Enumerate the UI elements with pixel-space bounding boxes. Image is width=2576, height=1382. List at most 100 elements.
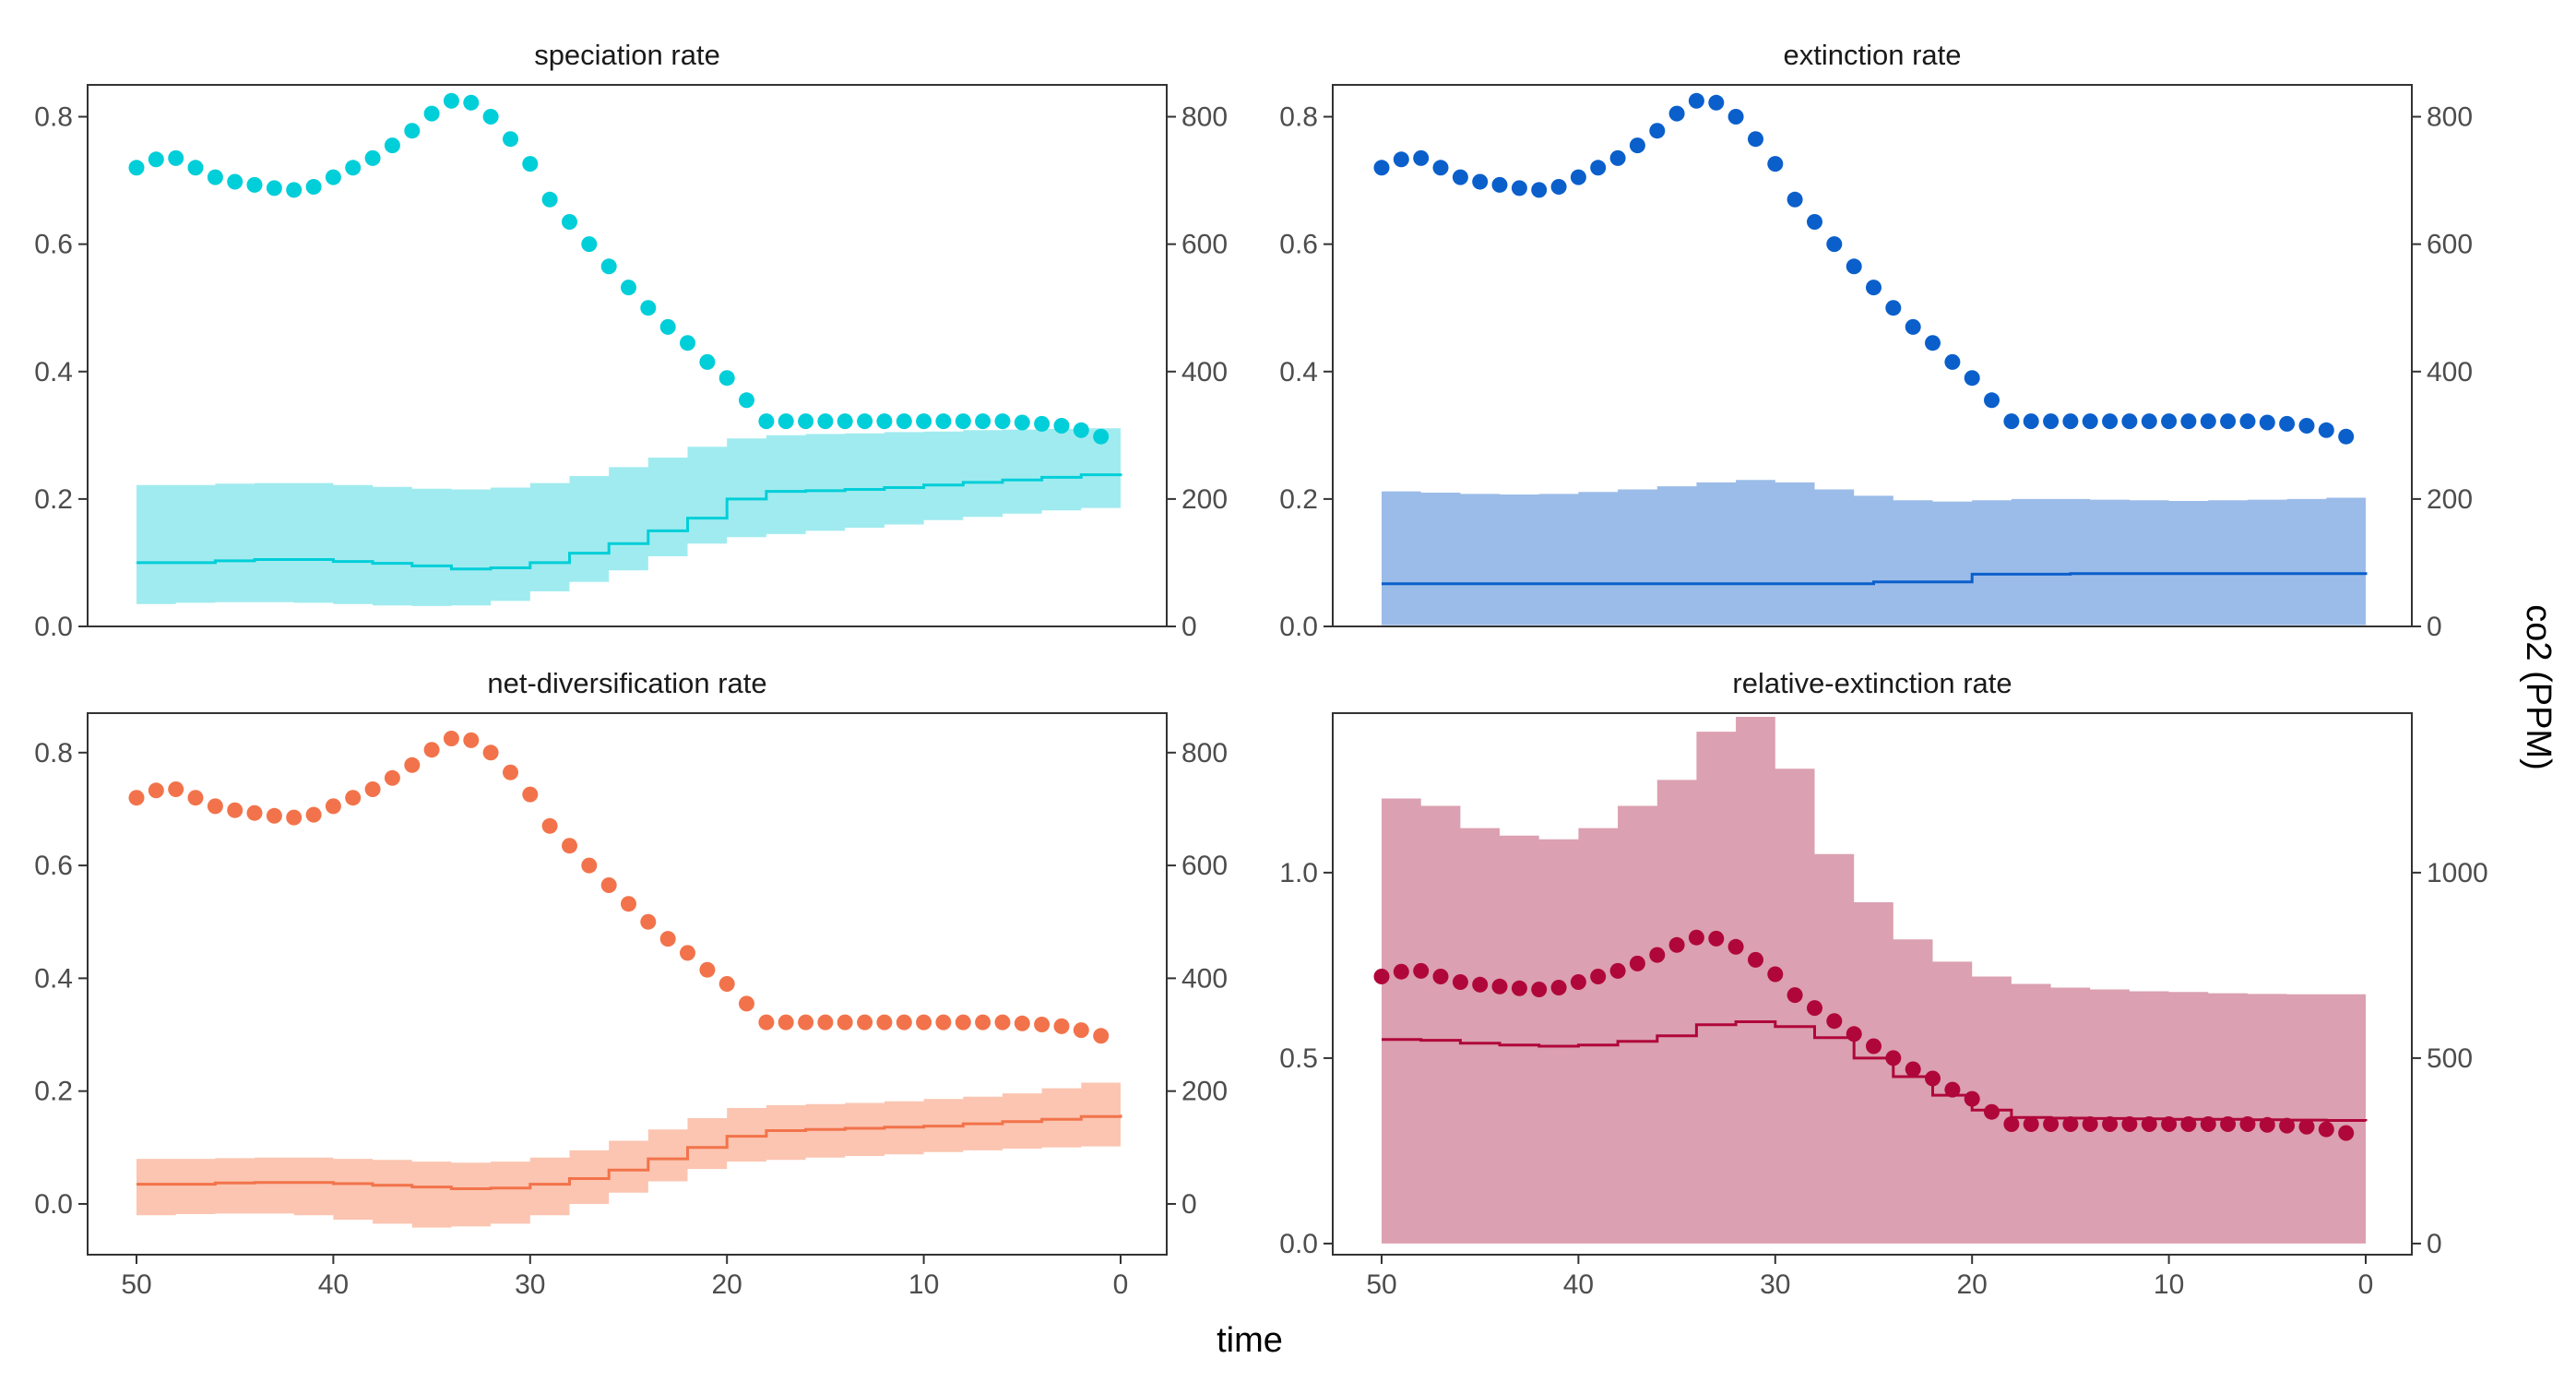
co2-point	[1807, 1000, 1822, 1017]
co2-point	[1472, 976, 1489, 993]
co2-point	[1609, 149, 1626, 166]
rate-median-line	[1382, 572, 2368, 586]
co2-point	[2062, 1116, 2079, 1132]
co2-point	[227, 173, 243, 190]
co2-point	[975, 413, 991, 430]
x-tick-label: 10	[908, 1269, 939, 1300]
y-tick-label: 0.8	[34, 102, 73, 133]
y-tick-label: 0.6	[34, 851, 73, 881]
co2-point	[876, 1014, 893, 1031]
co2-point	[857, 413, 873, 430]
co2-point	[680, 335, 695, 351]
co2-point	[1531, 182, 1548, 198]
y-tick-label: 0.2	[1279, 484, 1318, 515]
co2-point	[600, 258, 617, 275]
co2-point	[699, 961, 716, 978]
co2-point	[503, 131, 518, 148]
credible-interval-band	[137, 427, 1121, 606]
co2-point	[1846, 1026, 1862, 1042]
co2-point	[1393, 151, 1409, 168]
y2-tick-label: 800	[1181, 102, 1228, 133]
co2-point	[2121, 1116, 2138, 1132]
co2-point	[286, 809, 303, 826]
co2-point	[1629, 955, 1645, 971]
co2-point	[1053, 418, 1070, 434]
co2-point	[423, 105, 440, 122]
co2-point	[364, 149, 381, 166]
x-tick-label: 20	[712, 1269, 742, 1300]
co2-point	[325, 169, 341, 185]
panel-1: speciation rate 0.0 0.2 0.4 0.6 0.8 0 200 400 600…	[34, 39, 1228, 642]
co2-point	[778, 1014, 794, 1031]
co2-point	[2003, 1116, 2020, 1132]
y2-tick-label: 0	[2427, 612, 2442, 642]
co2-point	[916, 1014, 932, 1031]
y-tick-label: 0.4	[34, 357, 73, 387]
panel-border	[1332, 84, 2413, 627]
co2-point	[718, 370, 735, 387]
co2-point	[621, 896, 636, 912]
y-tick-label: 0.5	[1279, 1043, 1318, 1074]
co2-point	[463, 732, 480, 748]
co2-point	[325, 798, 341, 815]
co2-point	[1609, 962, 1626, 979]
co2-point	[2279, 1117, 2296, 1134]
co2-point	[1511, 980, 1527, 996]
y2-tick-label: 0	[1181, 612, 1197, 642]
y-tick-label: 0.0	[1279, 1229, 1318, 1259]
co2-point	[994, 1014, 1011, 1031]
y-tick-label: 0.6	[34, 230, 73, 260]
co2-point	[404, 757, 421, 773]
co2-point	[522, 156, 539, 173]
co2-point	[1053, 1018, 1070, 1034]
y2-tick-label: 600	[1181, 851, 1228, 881]
co2-point	[1014, 414, 1030, 431]
co2-point	[1964, 370, 1980, 387]
rate-median-line	[137, 473, 1122, 571]
co2-point	[817, 1014, 834, 1031]
co2-point	[148, 782, 164, 799]
co2-points	[1373, 92, 2355, 445]
y2-tick-label: 500	[2427, 1043, 2473, 1074]
co2-point	[463, 94, 480, 111]
co2-point	[1925, 1070, 1941, 1087]
co2-point	[876, 413, 893, 430]
credible-interval-band	[1382, 480, 2366, 625]
co2-point	[581, 857, 598, 874]
co2-point	[1727, 109, 1744, 125]
co2-point	[1984, 1103, 2000, 1120]
credible-interval-band	[137, 1077, 1121, 1228]
rate-median-line	[137, 1114, 1122, 1190]
co2-point	[1373, 969, 1390, 984]
x-tick-label: 40	[1563, 1269, 1594, 1300]
co2-point	[128, 790, 145, 806]
co2-point	[2043, 1116, 2060, 1132]
co2-point	[168, 781, 184, 797]
co2-point	[1846, 258, 1862, 275]
x-tick-label: 50	[121, 1269, 151, 1300]
co2-point	[817, 413, 834, 430]
co2-point	[1668, 936, 1685, 953]
co2-point	[1393, 963, 1409, 980]
co2-point	[621, 280, 636, 296]
co2-point	[286, 182, 303, 198]
x-tick-label: 50	[1366, 1269, 1396, 1300]
co2-point	[718, 976, 735, 992]
co2-point	[207, 798, 223, 815]
co2-point	[975, 1014, 991, 1031]
credible-interval-band	[1382, 717, 2366, 1244]
co2-point	[1688, 92, 1704, 109]
co2-point	[423, 742, 440, 758]
co2-point	[640, 913, 657, 930]
co2-point	[1964, 1090, 1980, 1107]
y-tick-label: 0.0	[1279, 612, 1318, 642]
co2-point	[1570, 974, 1586, 990]
y2-tick-label: 0	[2427, 1229, 2442, 1259]
secondary-y-axis-title: co2 (PPM)	[2519, 604, 2558, 769]
co2-point	[305, 179, 322, 195]
co2-point	[168, 149, 184, 166]
panel-title: relative-extinction rate	[1732, 667, 2012, 699]
co2-point	[522, 786, 539, 803]
y2-tick-label: 0	[1181, 1189, 1197, 1220]
x-tick-label: 20	[1957, 1269, 1988, 1300]
